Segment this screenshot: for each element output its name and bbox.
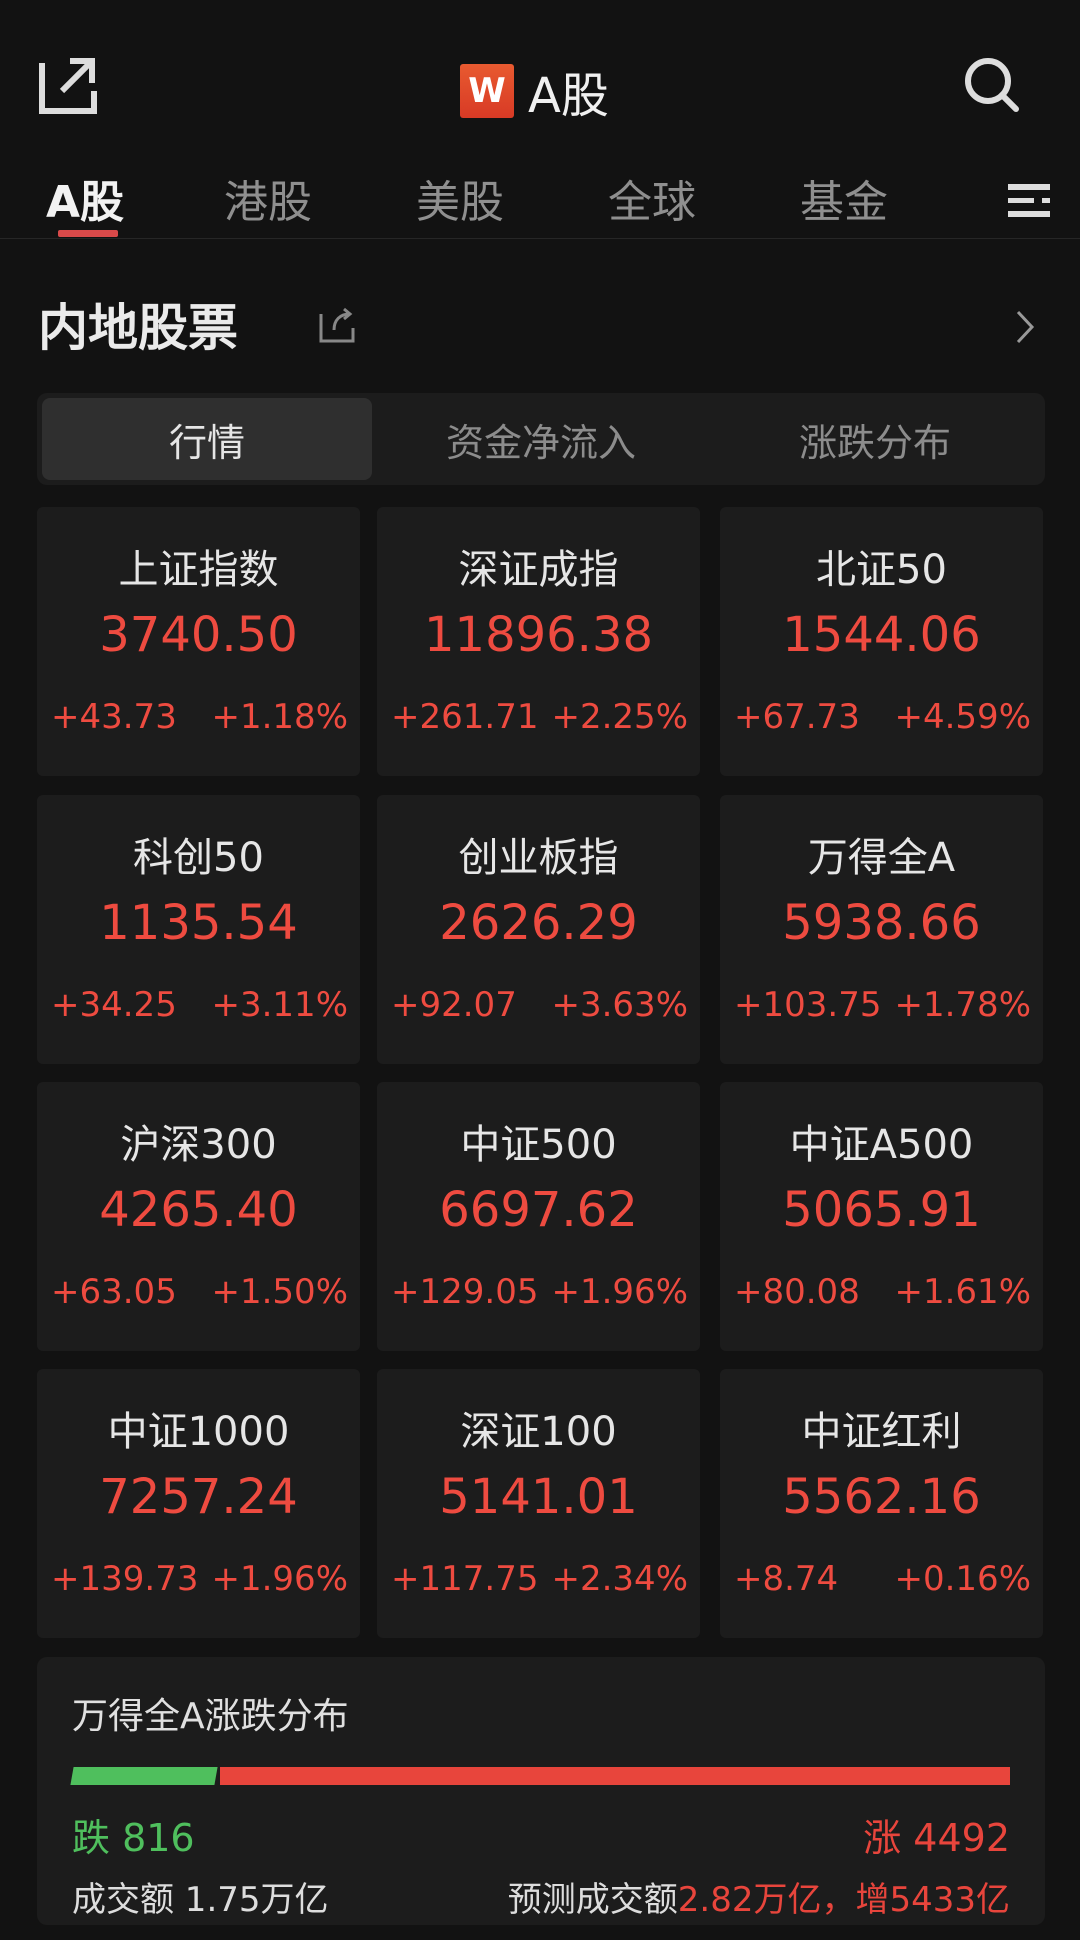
segment-quotes[interactable]: 行情 [42,398,372,480]
forecast-turnover: 预测成交额2.82万亿，增5433亿 [508,1872,1010,1921]
index-card[interactable]: 万得全A 5938.66 +103.75 +1.78% [720,795,1043,1064]
index-change: +129.05 [391,1272,539,1312]
index-card[interactable]: 上证指数 3740.50 +43.73 +1.18% [37,507,360,776]
index-change: +92.07 [391,985,517,1025]
forecast-value: 2.82万亿，增5433亿 [677,1880,1010,1920]
index-card[interactable]: 科创50 1135.54 +34.25 +3.11% [37,795,360,1064]
up-down-bar [70,1767,1010,1785]
wind-logo: W [460,64,514,118]
menu-icon[interactable] [1006,178,1052,224]
index-change-pct: +2.25% [551,697,689,737]
down-count: 跌 816 [72,1816,195,1860]
index-value: 4265.40 [99,1182,298,1238]
tab-a-shares[interactable]: A股 [46,177,125,228]
market-tabs: A股 港股 美股 全球 基金 [0,166,1080,238]
index-change: +103.75 [734,985,882,1025]
turnover: 成交额 1.75万亿 [72,1880,329,1920]
index-card[interactable]: 中证1000 7257.24 +139.73 +1.96% [37,1369,360,1638]
segment-distribution[interactable]: 涨跌分布 [798,420,951,465]
active-tab-indicator [58,230,118,237]
index-change-pct: +1.18% [211,697,349,737]
index-change-pct: +1.78% [894,985,1032,1025]
index-change: +80.08 [734,1272,860,1312]
index-change: +34.25 [51,985,177,1025]
index-value: 5562.16 [782,1469,981,1525]
title-text: A股 [528,68,609,124]
index-value: 5065.91 [782,1182,981,1238]
section-title: 内地股票 [38,299,238,357]
view-segmented-control: 行情 资金净流入 涨跌分布 [37,393,1045,485]
index-name: 科创50 [133,835,264,881]
index-name: 创业板指 [458,835,619,881]
index-card[interactable]: 创业板指 2626.29 +92.07 +3.63% [377,795,700,1064]
share-icon[interactable] [318,306,356,344]
up-bar-segment [220,1767,1010,1785]
search-icon[interactable] [962,55,1022,115]
page-title: W A股 [460,56,609,126]
index-value: 5141.01 [439,1469,638,1525]
index-change-pct: +1.61% [894,1272,1032,1312]
index-change: +8.74 [734,1559,839,1599]
down-bar-segment [70,1767,218,1785]
tab-global[interactable]: 全球 [608,177,696,228]
index-change-pct: +1.50% [211,1272,349,1312]
index-change-pct: +1.96% [211,1559,349,1599]
index-card[interactable]: 深证成指 11896.38 +261.71 +2.25% [377,507,700,776]
chevron-right-icon[interactable] [1012,308,1038,346]
index-change: +139.73 [51,1559,199,1599]
index-change: +63.05 [51,1272,177,1312]
index-change-pct: +2.34% [551,1559,689,1599]
index-value: 11896.38 [423,607,654,663]
distribution-card[interactable]: 万得全A涨跌分布 跌 816 涨 4492 成交额 1.75万亿 预测成交额2.… [37,1657,1045,1925]
tab-hk-stocks[interactable]: 港股 [224,177,312,228]
index-name: 北证50 [816,547,947,593]
index-name: 沪深300 [120,1122,277,1168]
index-name: 中证500 [460,1122,617,1168]
index-card[interactable]: 北证50 1544.06 +67.73 +4.59% [720,507,1043,776]
index-change: +261.71 [391,697,539,737]
index-card[interactable]: 沪深300 4265.40 +63.05 +1.50% [37,1082,360,1351]
index-change: +67.73 [734,697,860,737]
index-change-pct: +0.16% [894,1559,1032,1599]
index-card[interactable]: 中证A500 5065.91 +80.08 +1.61% [720,1082,1043,1351]
index-value: 2626.29 [439,895,638,951]
index-change-pct: +3.63% [551,985,689,1025]
index-value: 3740.50 [99,607,298,663]
share-icon[interactable] [38,55,98,115]
index-name: 万得全A [807,835,956,881]
tab-funds[interactable]: 基金 [800,177,888,228]
index-value: 7257.24 [99,1469,298,1525]
index-name: 中证1000 [107,1409,290,1455]
up-count: 涨 4492 [863,1816,1010,1860]
index-value: 5938.66 [782,895,981,951]
index-card[interactable]: 中证红利 5562.16 +8.74 +0.16% [720,1369,1043,1638]
forecast-label: 预测成交额 [507,1880,678,1920]
index-name: 中证A500 [789,1122,974,1168]
divider [0,238,1080,239]
index-change-pct: +1.96% [551,1272,689,1312]
index-value: 1544.06 [782,607,981,663]
index-name: 上证指数 [118,547,279,593]
index-card[interactable]: 深证100 5141.01 +117.75 +2.34% [377,1369,700,1638]
index-name: 深证100 [460,1409,617,1455]
index-card[interactable]: 中证500 6697.62 +129.05 +1.96% [377,1082,700,1351]
index-change-pct: +3.11% [211,985,349,1025]
tab-us-stocks[interactable]: 美股 [416,177,504,228]
distribution-title: 万得全A涨跌分布 [72,1696,349,1737]
index-value: 6697.62 [439,1182,638,1238]
index-value: 1135.54 [99,895,298,951]
index-change: +43.73 [51,697,177,737]
index-name: 深证成指 [458,547,619,593]
index-name: 中证红利 [801,1409,962,1455]
index-change: +117.75 [391,1559,539,1599]
index-change-pct: +4.59% [894,697,1032,737]
segment-net-inflow[interactable]: 资金净流入 [445,420,636,465]
